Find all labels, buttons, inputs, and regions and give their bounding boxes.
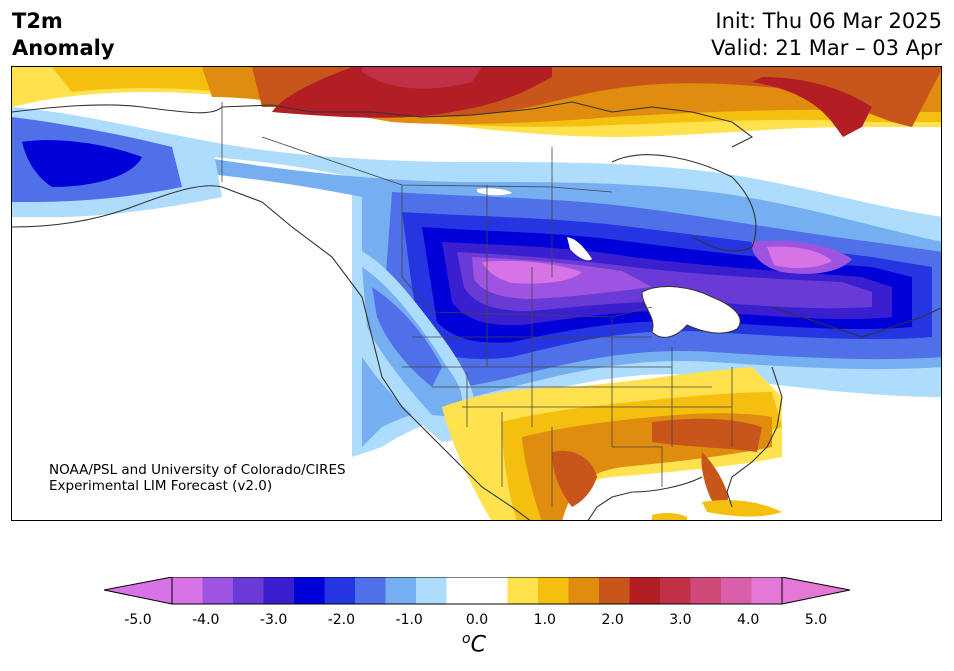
borders bbox=[221, 102, 733, 507]
colorbar-tick-label: 2.0 bbox=[601, 612, 624, 628]
colorbar-segments bbox=[172, 577, 783, 604]
colorbar-segment bbox=[294, 577, 325, 604]
great-lakes bbox=[641, 286, 741, 338]
colorbar-extend-high bbox=[781, 577, 850, 605]
colorbar-segment bbox=[599, 577, 630, 604]
units-letter: C bbox=[470, 632, 486, 658]
colorbar-segment bbox=[660, 577, 691, 604]
init-date: Init: Thu 06 Mar 2025 bbox=[715, 9, 942, 33]
west-cool-strong bbox=[372, 287, 442, 387]
colorbar-segment bbox=[263, 577, 295, 604]
colorbar-segment bbox=[446, 577, 478, 604]
colorbar-segment bbox=[721, 577, 752, 604]
map-canvas bbox=[12, 67, 941, 520]
mexico-warm bbox=[652, 512, 687, 520]
greenland-red bbox=[752, 77, 872, 137]
colorbar-segment bbox=[507, 577, 539, 604]
cuba-warm bbox=[702, 500, 782, 517]
florida-warm bbox=[701, 452, 729, 507]
colorbar-segment bbox=[568, 577, 600, 604]
map-title: T2m Anomaly bbox=[12, 8, 115, 62]
colorbar-segment bbox=[477, 577, 508, 604]
valid-date: Valid: 21 Mar – 03 Apr bbox=[711, 36, 942, 60]
colorbar bbox=[104, 577, 850, 605]
title-variable: T2m bbox=[12, 9, 63, 33]
colorbar-tick-label: -4.0 bbox=[192, 612, 220, 628]
coastlines bbox=[12, 101, 941, 520]
colorbar-segment bbox=[690, 577, 722, 604]
lake-winnipeg bbox=[567, 237, 592, 261]
cool-peak-east-inner bbox=[767, 246, 832, 269]
alaska-cool-core bbox=[22, 140, 142, 187]
anomaly-map bbox=[11, 66, 942, 521]
colorbar-tick-label: 4.0 bbox=[737, 612, 760, 628]
colorbar-tick-label: 3.0 bbox=[669, 612, 692, 628]
colorbar-segment bbox=[629, 577, 661, 604]
colorbar-segment bbox=[416, 577, 447, 604]
arctic-warm-dark bbox=[272, 67, 552, 118]
colorbar-segment bbox=[202, 577, 234, 604]
title-field: Anomaly bbox=[12, 36, 115, 60]
colorbar-tick-label: 0.0 bbox=[465, 612, 489, 628]
credit-line-1: NOAA/PSL and University of Colorado/CIRE… bbox=[49, 462, 346, 478]
colorbar-segment bbox=[172, 577, 203, 604]
colorbar-segment bbox=[355, 577, 386, 604]
colorbar-segment bbox=[233, 577, 264, 604]
colorbar-extend-low bbox=[104, 577, 173, 605]
colorbar-tick-label: -3.0 bbox=[259, 612, 288, 628]
units-degree: o bbox=[462, 631, 471, 647]
colorbar-frame bbox=[171, 577, 783, 605]
colorbar-tick-label: -5.0 bbox=[124, 612, 152, 628]
colorbar-tick-label: -1.0 bbox=[395, 612, 423, 628]
colorbar-segment bbox=[538, 577, 569, 604]
colorbar-units: oC bbox=[462, 631, 486, 657]
credit-line-2: Experimental LIM Forecast (v2.0) bbox=[49, 478, 273, 494]
forecast-dates: Init: Thu 06 Mar 2025 Valid: 21 Mar – 03… bbox=[711, 8, 942, 62]
colorbar-segment bbox=[751, 577, 783, 604]
credit-text: NOAA/PSL and University of Colorado/CIRE… bbox=[49, 462, 346, 494]
colorbar-tick-label: 5.0 bbox=[804, 612, 828, 628]
colorbar-tick-label: -2.0 bbox=[327, 612, 356, 628]
se-warm-dark bbox=[552, 450, 597, 507]
arctic-pink bbox=[362, 67, 482, 89]
colorbar-segment bbox=[324, 577, 356, 604]
lake-north bbox=[362, 126, 422, 136]
colorbar-segment bbox=[385, 577, 417, 604]
lake-slave bbox=[477, 188, 512, 196]
colorbar-tick-label: 1.0 bbox=[533, 612, 556, 628]
se-warm-dark-east bbox=[652, 418, 762, 452]
